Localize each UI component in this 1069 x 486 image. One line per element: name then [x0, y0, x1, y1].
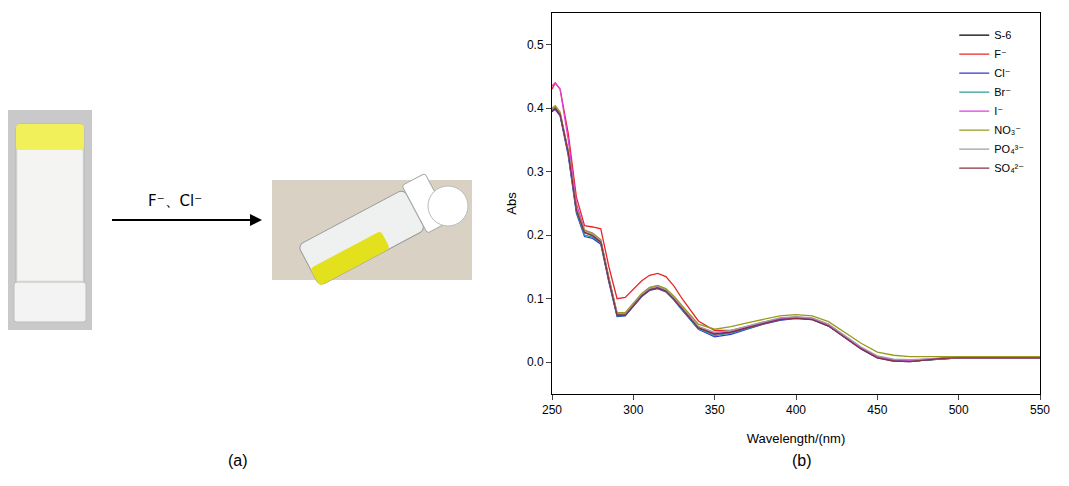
svg-text:I⁻: I⁻	[994, 105, 1003, 117]
html-text:(b): (b)	[792, 452, 812, 469]
svg-text:450: 450	[867, 403, 887, 417]
svg-text:0.1: 0.1	[527, 292, 544, 306]
svg-text:Cl⁻: Cl⁻	[994, 67, 1010, 79]
svg-text:300: 300	[623, 403, 643, 417]
svg-text:Abs: Abs	[504, 192, 519, 215]
svg-text:0.3: 0.3	[527, 165, 544, 179]
svg-text:0.5: 0.5	[527, 38, 544, 52]
svg-text:0.0: 0.0	[527, 355, 544, 369]
svg-text:400: 400	[786, 403, 806, 417]
svg-text:PO₄³⁻: PO₄³⁻	[994, 143, 1024, 155]
svg-text:0.2: 0.2	[527, 228, 544, 242]
svg-text:250: 250	[542, 403, 562, 417]
svg-text:F⁻、Cl⁻: F⁻、Cl⁻	[148, 192, 202, 210]
svg-text:NO₃⁻: NO₃⁻	[994, 124, 1021, 136]
svg-text:500: 500	[949, 403, 969, 417]
html-text:(a): (a)	[228, 452, 248, 469]
svg-text:SO₄²⁻: SO₄²⁻	[994, 162, 1024, 174]
svg-text:F⁻: F⁻	[994, 48, 1007, 60]
svg-text:Wavelength/(nm): Wavelength/(nm)	[747, 431, 846, 446]
svg-text:0.4: 0.4	[527, 101, 544, 115]
svg-text:350: 350	[705, 403, 725, 417]
svg-text:S-6: S-6	[994, 29, 1011, 41]
svg-text:550: 550	[1030, 403, 1050, 417]
svg-text:Br⁻: Br⁻	[994, 86, 1011, 98]
